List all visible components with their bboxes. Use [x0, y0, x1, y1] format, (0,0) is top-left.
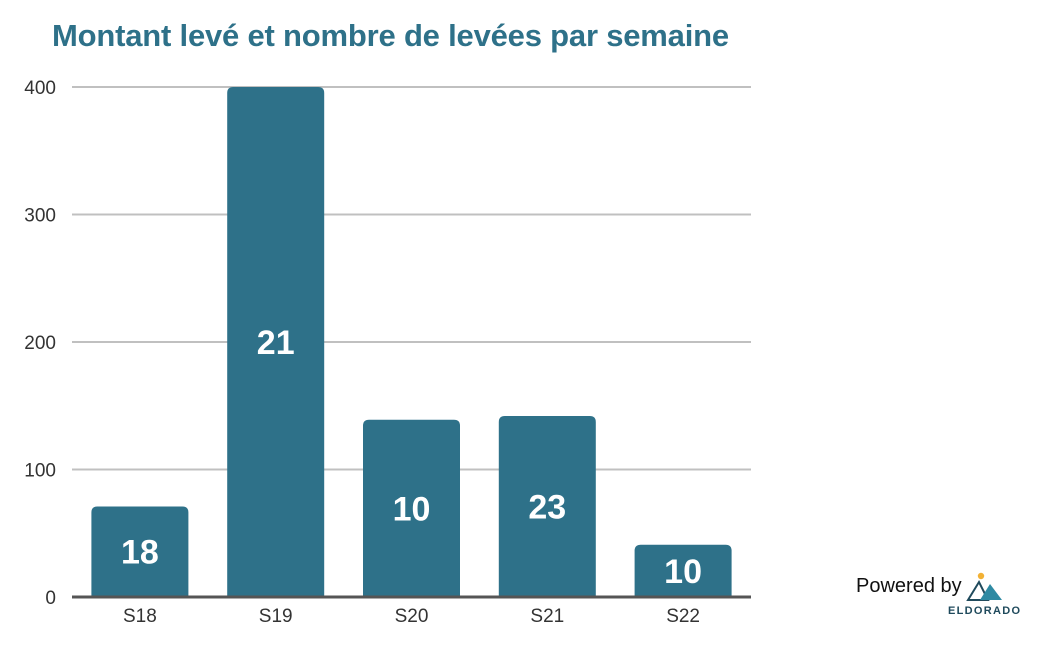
- x-tick-label: S20: [395, 606, 429, 627]
- y-tick-label: 300: [24, 206, 56, 227]
- y-tick-label: 400: [24, 78, 56, 99]
- bar-s22: [634, 544, 732, 597]
- y-tick-label: 100: [24, 461, 56, 482]
- bar-data-label: 18: [121, 534, 159, 572]
- powered-by-text: Powered by: [856, 575, 962, 597]
- x-tick-label: S18: [123, 606, 157, 627]
- y-tick-label: 200: [24, 333, 56, 354]
- bar-data-label: 10: [664, 553, 702, 591]
- bar-s19: [227, 87, 325, 597]
- y-tick-label: 0: [45, 588, 56, 609]
- x-tick-label: S21: [530, 606, 564, 627]
- mountain-sun-icon: [966, 572, 1002, 601]
- bar-s21: [498, 415, 596, 597]
- bar-s20: [363, 419, 460, 597]
- bar-data-label: 10: [393, 490, 431, 528]
- powered-by-badge: Powered by ELDORADO: [856, 570, 1020, 630]
- bar-data-label: 21: [257, 324, 295, 362]
- brand-name: ELDORADO: [948, 605, 1022, 617]
- x-tick-label: S22: [666, 606, 700, 627]
- bar-data-label: 23: [528, 488, 566, 526]
- x-tick-label: S19: [259, 606, 293, 627]
- bar-s18: [91, 506, 189, 597]
- chart-title: Montant levé et nombre de levées par sem…: [52, 18, 729, 53]
